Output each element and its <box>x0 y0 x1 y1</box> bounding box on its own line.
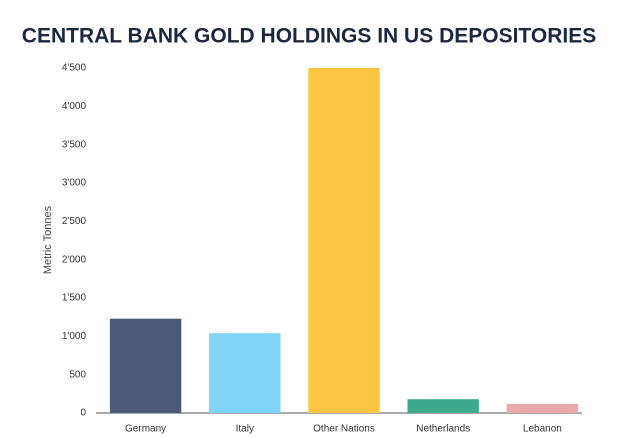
y-tick-label: 0 <box>80 408 86 419</box>
y-tick-label: 500 <box>69 369 86 380</box>
bar <box>109 318 182 413</box>
y-tick-label: 2'500 <box>62 216 87 227</box>
bar <box>506 403 579 413</box>
x-tick-label: Italy <box>236 424 254 435</box>
y-tick-label: 1'500 <box>62 293 87 304</box>
y-axis-label: Metric Tonnes <box>42 205 54 274</box>
x-tick-label: Germany <box>125 424 166 435</box>
bar <box>407 399 479 413</box>
x-tick-label: Netherlands <box>416 424 470 435</box>
y-tick-label: 3'000 <box>62 178 87 189</box>
x-tick-label: Other Nations <box>313 424 375 435</box>
y-tick-label: 4'500 <box>62 63 87 74</box>
x-tick-label: Lebanon <box>523 424 562 435</box>
y-tick-label: 2'000 <box>62 254 87 265</box>
bar <box>209 333 281 413</box>
y-tick-label: 3'500 <box>62 139 87 150</box>
bar <box>308 68 380 413</box>
chart-title: CENTRAL BANK GOLD HOLDINGS IN US DEPOSIT… <box>22 25 596 48</box>
y-tick-label: 1'000 <box>62 331 87 342</box>
y-tick-label: 4'000 <box>62 101 87 112</box>
